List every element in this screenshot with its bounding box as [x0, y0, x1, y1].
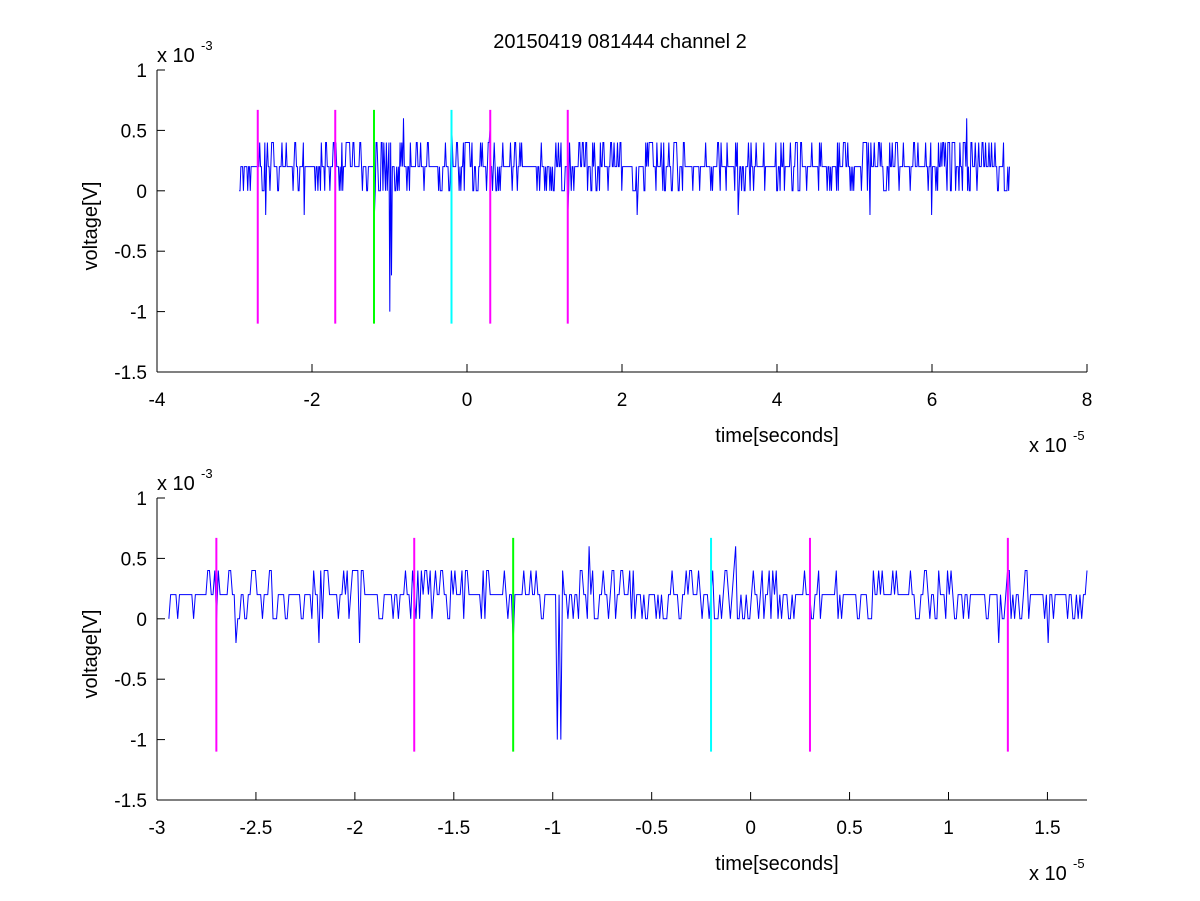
x-tick-label: 0.5 — [836, 818, 862, 839]
top-plot: -4 -2 0 2 4 6 8 -1.5 -1 -0.5 0 0.5 1 time[seconds] vol… — [80, 38, 1092, 457]
x-tick-label: -1.5 — [437, 818, 470, 839]
signal-trace — [239, 118, 1010, 312]
x-exponent-base: x 10 — [1029, 435, 1067, 457]
y-exponent-base: x 10 — [157, 473, 195, 495]
y-exponent-power: -3 — [201, 38, 213, 53]
x-exponent-power: -5 — [1073, 856, 1085, 871]
x-tick-label: -1 — [544, 818, 561, 839]
x-tick-label: -3 — [149, 818, 166, 839]
x-tick-label: 4 — [772, 390, 783, 411]
x-tick-label: 1.5 — [1034, 818, 1060, 839]
figure-title: 20150419 081444 channel 2 — [493, 31, 747, 53]
x-tick-label: -0.5 — [635, 818, 668, 839]
y-tick-label: -1.5 — [114, 363, 147, 384]
x-tick-label: 0 — [745, 818, 756, 839]
x-tick-label: -2.5 — [240, 818, 273, 839]
x-tick-label: 0 — [462, 390, 473, 411]
y-tick-label: -1.5 — [114, 791, 147, 812]
y-tick-label: 0 — [136, 182, 147, 203]
x-tick-label: -2 — [304, 390, 321, 411]
y-tick-label: 0.5 — [121, 549, 147, 570]
x-tick-label: -2 — [346, 818, 363, 839]
x-tick-label: 8 — [1082, 390, 1093, 411]
y-tick-label: 1 — [136, 489, 147, 510]
y-tick-label: 0.5 — [121, 121, 147, 142]
y-tick-label: -1 — [130, 731, 147, 752]
y-axis-label: voltage[V] — [80, 610, 102, 699]
y-tick-label: -1 — [130, 303, 147, 324]
x-axis-label: time[seconds] — [715, 425, 838, 447]
x-tick-label: 6 — [927, 390, 938, 411]
x-exponent-base: x 10 — [1029, 863, 1067, 885]
y-axis-label: voltage[V] — [80, 182, 102, 271]
signal-trace — [168, 546, 1088, 740]
x-tick-label: -4 — [149, 390, 166, 411]
y-tick-label: 1 — [136, 61, 147, 82]
x-tick-label: 2 — [617, 390, 628, 411]
y-exponent-power: -3 — [201, 466, 213, 481]
x-axis-label: time[seconds] — [715, 853, 838, 875]
x-exponent-power: -5 — [1073, 428, 1085, 443]
y-tick-label: -0.5 — [114, 242, 147, 263]
bottom-plot: -3 -2.5 -2 -1.5 -1 -0.5 0 0.5 1 1.5 -1.5 -1 -0.5 0 0.5… — [80, 466, 1088, 885]
y-tick-label: 0 — [136, 610, 147, 631]
y-tick-label: -0.5 — [114, 670, 147, 691]
x-tick-label: 1 — [943, 818, 954, 839]
y-exponent-base: x 10 — [157, 45, 195, 67]
